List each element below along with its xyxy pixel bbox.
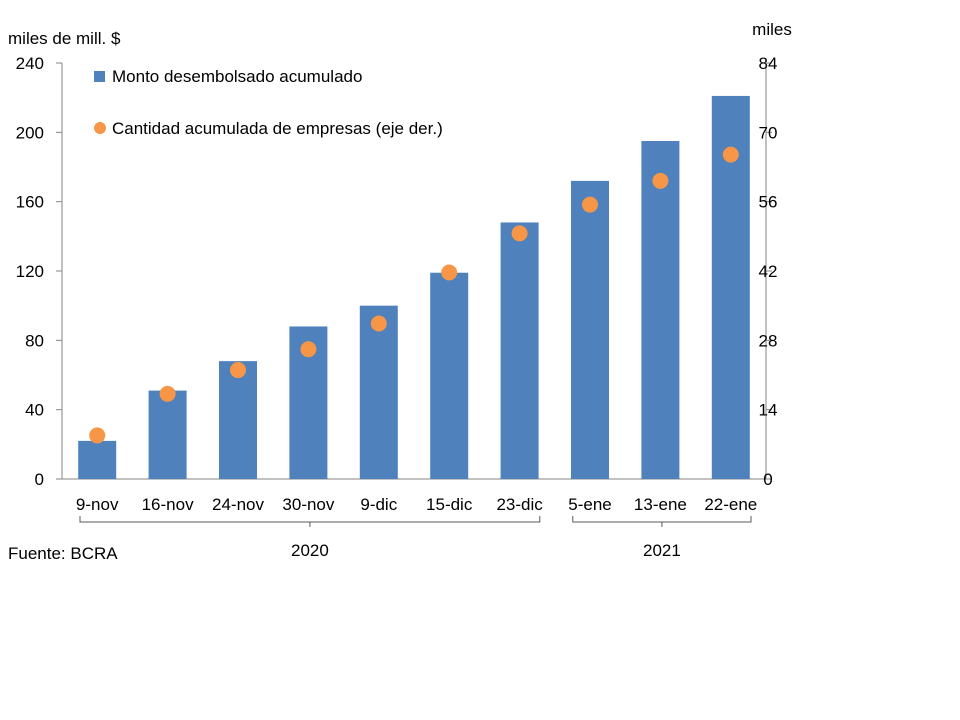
x-tick-label: 24-nov <box>212 495 264 514</box>
x-tick-label: 16-nov <box>142 495 194 514</box>
bar <box>500 222 539 479</box>
x-tick-label: 15-dic <box>426 495 473 514</box>
x-tick-label: 23-dic <box>496 495 543 514</box>
point <box>652 172 669 189</box>
y-right-tick-label: 14 <box>759 401 778 420</box>
y-right-tick-label: 28 <box>759 331 778 350</box>
year-label: 2020 <box>291 541 329 560</box>
point <box>582 196 598 213</box>
legend-label-points: Cantidad acumulada de empresas (eje der.… <box>112 119 443 138</box>
y-right-tick-label: 84 <box>759 54 778 73</box>
year-bracket <box>572 516 752 527</box>
y-left-tick-label: 160 <box>16 193 44 212</box>
point <box>89 427 106 444</box>
y-left-tick-label: 0 <box>35 470 44 489</box>
legend-swatch-points <box>94 122 106 134</box>
bars <box>78 95 750 479</box>
x-tick-label: 5-ene <box>568 495 611 514</box>
source-note: Fuente: BCRA <box>8 544 118 563</box>
year-groups: 2020 2021 <box>79 516 752 560</box>
bar <box>219 361 257 479</box>
point <box>300 341 317 358</box>
x-tick-labels: 9-nov 16-nov 24-nov 30-nov 9-dic 15-dic 23-dic… <box>76 495 757 514</box>
y-axis-right-label: miles <box>752 20 792 39</box>
legend-swatch-bars <box>94 71 105 82</box>
x-tick-label: 9-nov <box>76 495 119 514</box>
bar <box>430 272 469 479</box>
x-tick-label: 13-ene <box>634 495 687 514</box>
point <box>722 146 739 163</box>
y-axis-left-label: miles de mill. $ <box>8 29 121 48</box>
y-left-tick-label: 40 <box>25 401 44 420</box>
point <box>370 315 387 332</box>
points <box>89 146 739 444</box>
year-bracket <box>79 516 541 527</box>
point <box>441 264 458 281</box>
x-tick-label: 30-nov <box>282 495 334 514</box>
x-tick-label: 22-ene <box>704 495 757 514</box>
y-left-tick-label: 80 <box>25 331 44 350</box>
bar <box>78 440 117 479</box>
bar <box>571 180 609 479</box>
y-right-tick-label: 56 <box>759 193 778 212</box>
y-left-tick-label: 200 <box>16 123 44 142</box>
y-right-tick-label: 42 <box>759 262 778 281</box>
y-right-tick-label: 0 <box>763 470 772 489</box>
x-tick-label: 9-dic <box>360 495 397 514</box>
point <box>230 362 246 379</box>
y-left-tick-label: 120 <box>16 262 44 281</box>
bar <box>359 305 398 479</box>
y-left-tick-label: 240 <box>16 54 44 73</box>
point <box>511 225 528 242</box>
bar <box>148 390 187 479</box>
point <box>159 385 176 402</box>
year-label: 2021 <box>643 541 681 560</box>
bar <box>641 141 680 479</box>
legend: Monto desembolsado acumulado Cantidad ac… <box>94 67 443 138</box>
legend-label-bars: Monto desembolsado acumulado <box>112 67 362 86</box>
y-right-tick-label: 70 <box>759 123 778 142</box>
